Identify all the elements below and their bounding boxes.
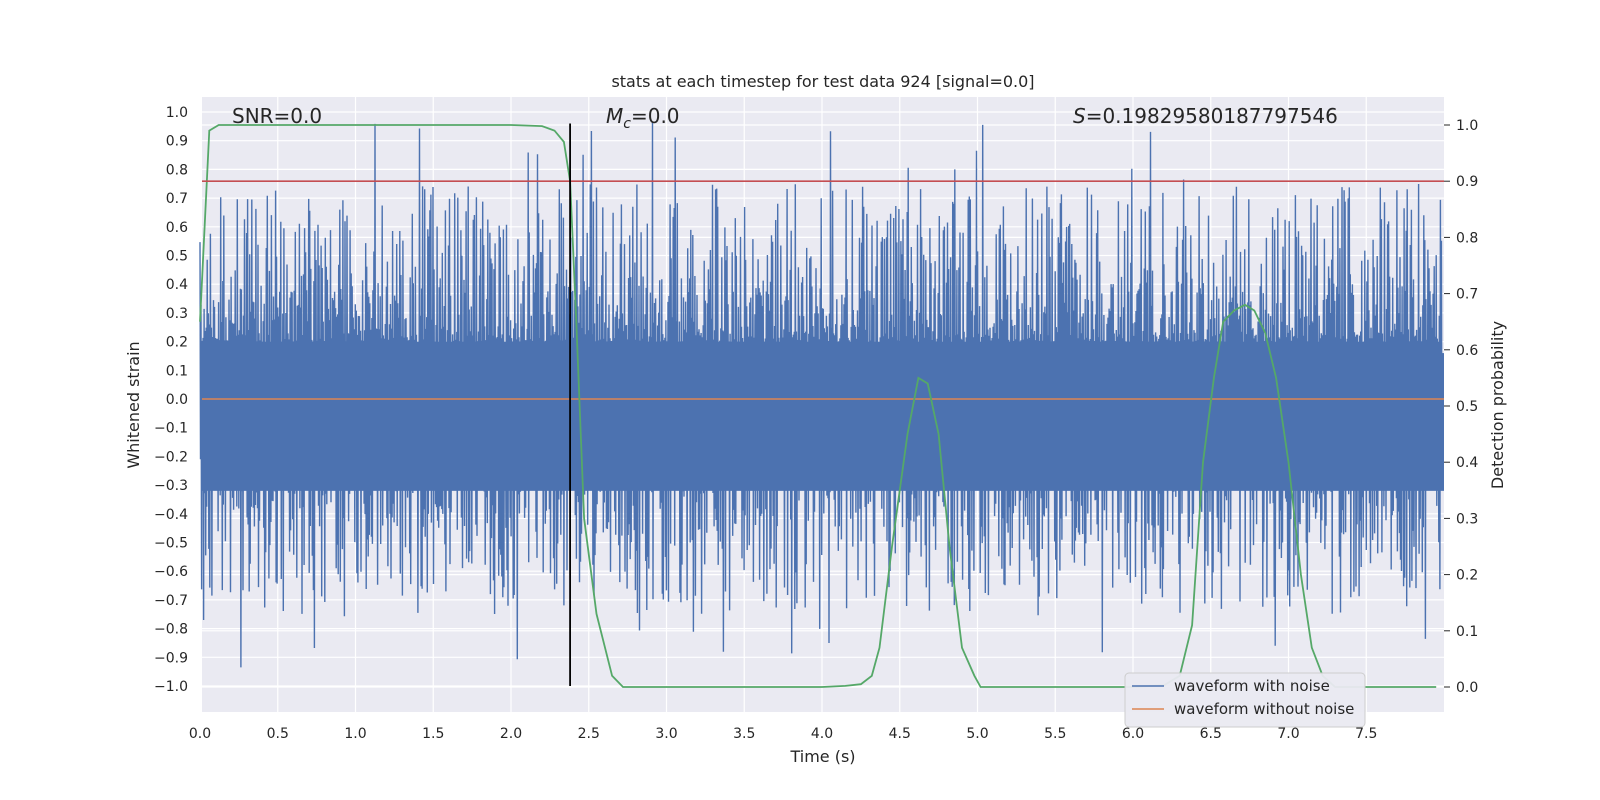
x-tick-label: 5.0 — [966, 726, 988, 742]
y-tick-label: 0.3 — [166, 306, 188, 322]
y-tick-label: −0.1 — [154, 421, 188, 437]
legend-label-clean: waveform without noise — [1174, 700, 1354, 718]
s-symbol: S — [1073, 104, 1086, 128]
y2-tick-label: 0.2 — [1456, 568, 1478, 584]
x-tick-label: 0.5 — [267, 726, 289, 742]
y-tick-label: 0.4 — [166, 277, 188, 293]
x-tick-label: 3.5 — [733, 726, 755, 742]
x-tick-label: 6.0 — [1122, 726, 1144, 742]
x-axis-title: Time (s) — [789, 747, 855, 766]
y2-tick-label: 0.0 — [1456, 680, 1478, 696]
legend-label-noise: waveform with noise — [1174, 677, 1330, 695]
s-annotation: S=0.19829580187797546 — [1073, 104, 1338, 128]
noisy-waveform-series — [199, 122, 1444, 668]
y-tick-label: 0.7 — [166, 191, 188, 207]
y2-tick-label: 1.0 — [1456, 118, 1478, 134]
y2-tick-label: 0.8 — [1456, 230, 1478, 246]
x-tick-label: 6.5 — [1200, 726, 1222, 742]
x-tick-label: 7.0 — [1277, 726, 1299, 742]
y-tick-label: −0.4 — [154, 507, 188, 523]
y-tick-label: −0.7 — [154, 593, 188, 609]
right-axis-title: Detection probability — [1488, 321, 1507, 489]
y-tick-label: −0.3 — [154, 478, 188, 494]
y-tick-label: 0.0 — [166, 392, 188, 408]
y-axis-title: Whitened strain — [124, 341, 143, 468]
snr-annotation: SNR=0.0 — [232, 104, 322, 128]
y-tick-label: −1.0 — [154, 679, 188, 695]
y-tick-label: 0.8 — [166, 162, 188, 178]
x-tick-label: 4.5 — [889, 726, 911, 742]
x-tick-label: 1.5 — [422, 726, 444, 742]
detection-probability-line — [199, 124, 1437, 688]
y-tick-label: 0.6 — [166, 220, 188, 236]
y2-tick-label: 0.7 — [1456, 287, 1478, 303]
chirp-mass-annotation: Mc=0.0 — [606, 104, 680, 132]
chirp-mass-symbol: M — [606, 104, 623, 128]
noisy-waveform-core — [202, 353, 1444, 491]
y-tick-label: 1.0 — [166, 105, 188, 121]
y-tick-label: −0.6 — [154, 564, 188, 580]
y-tick-label: −0.2 — [154, 449, 188, 465]
legend: waveform with noise waveform without noi… — [1124, 672, 1366, 728]
y-tick-label: 0.9 — [166, 134, 188, 150]
s-value: =0.19829580187797546 — [1086, 104, 1338, 128]
y2-tick-label: 0.6 — [1456, 343, 1478, 359]
chart-title: stats at each timestep for test data 924… — [611, 72, 1034, 91]
y-tick-label: 0.2 — [166, 335, 188, 351]
y-tick-label: 0.1 — [166, 363, 188, 379]
y2-tick-label: 0.4 — [1456, 455, 1478, 471]
x-tick-label: 1.0 — [344, 726, 366, 742]
y-tick-label: 0.5 — [166, 249, 188, 265]
y-tick-label: −0.9 — [154, 650, 188, 666]
x-tick-label: 7.5 — [1355, 726, 1377, 742]
y2-tick-label: 0.1 — [1456, 624, 1478, 640]
x-axis-ticks: 0.0 0.5 1.0 1.5 2.0 2.5 3.0 3.5 4.0 4.5 5.0 5.5 6.0 6… — [189, 726, 1378, 742]
y-tick-label: −0.8 — [154, 622, 188, 638]
chirp-mass-subscript: c — [623, 116, 631, 132]
x-tick-label: 5.5 — [1044, 726, 1066, 742]
right-axis-ticks: 1.0 0.9 0.8 0.7 0.6 0.5 0.4 0.3 0.2 0.1 0.0 — [1444, 118, 1478, 696]
x-tick-label: 4.0 — [811, 726, 833, 742]
legend-box — [1124, 672, 1366, 728]
y2-tick-label: 0.9 — [1456, 174, 1478, 190]
x-tick-label: 2.0 — [500, 726, 522, 742]
x-tick-label: 0.0 — [189, 726, 211, 742]
y-axis-ticks: 1.0 0.9 0.8 0.7 0.6 0.5 0.4 0.3 0.2 0.1 0.0 −0.1 −0.… — [154, 105, 188, 695]
y2-tick-label: 0.3 — [1456, 511, 1478, 527]
x-tick-label: 3.0 — [655, 726, 677, 742]
y-tick-label: −0.5 — [154, 536, 188, 552]
detection-probability-series — [199, 124, 1437, 688]
chirp-mass-value: =0.0 — [631, 104, 680, 128]
y2-tick-label: 0.5 — [1456, 399, 1478, 415]
x-tick-label: 2.5 — [578, 726, 600, 742]
